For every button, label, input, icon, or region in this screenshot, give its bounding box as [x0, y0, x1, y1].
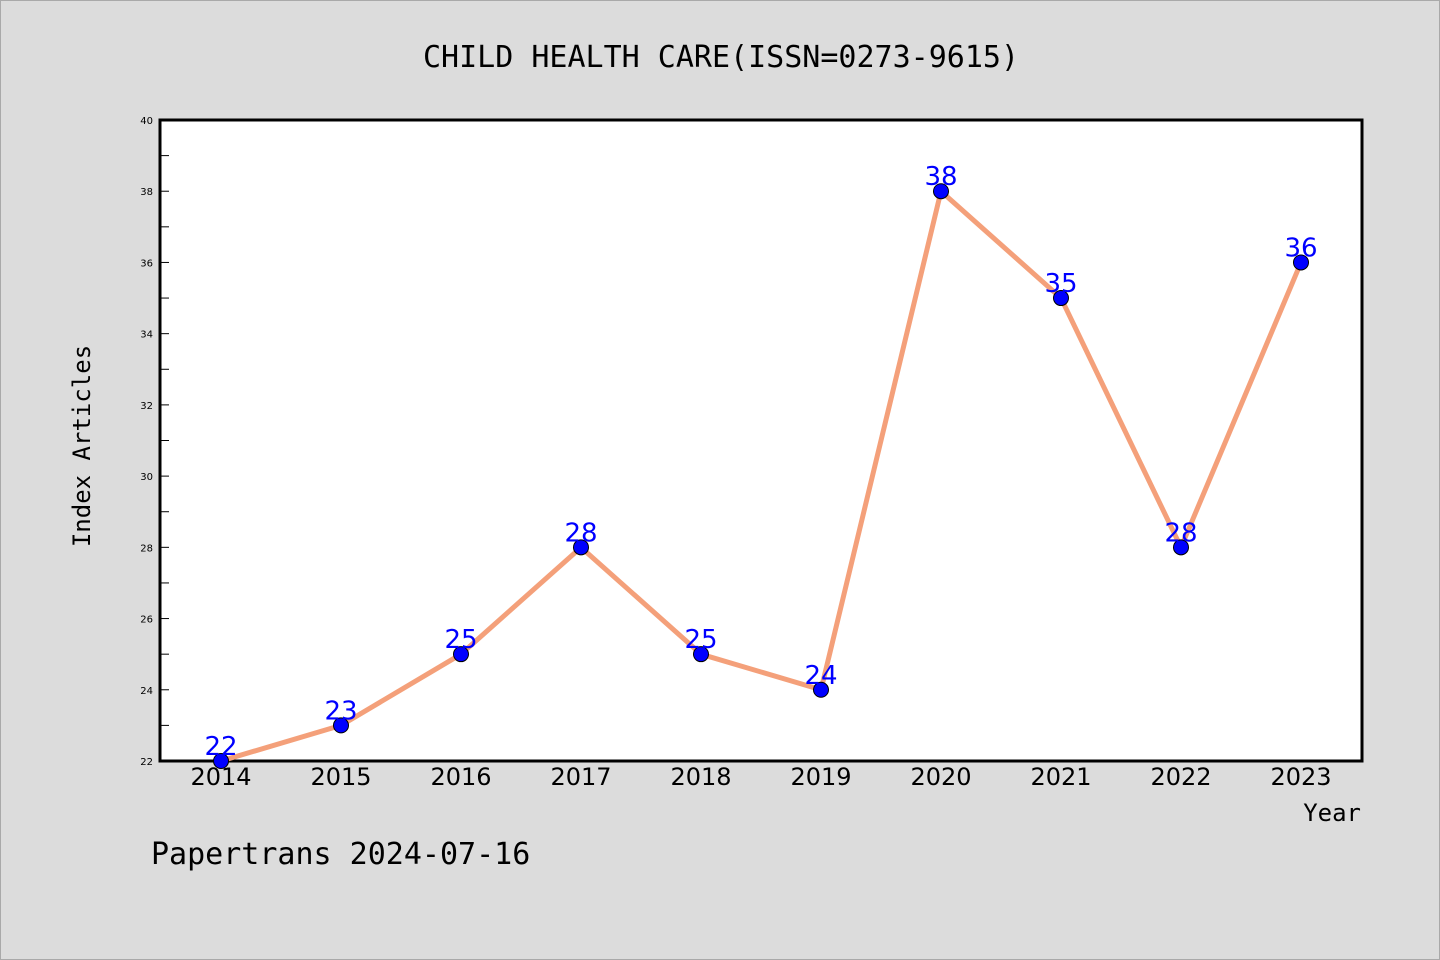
- plot-area: [158, 118, 1364, 763]
- x-tick-label: 2020: [910, 763, 971, 791]
- data-point: [1173, 539, 1189, 556]
- y-tick-label: 36: [140, 258, 153, 269]
- y-tick-label: 34: [140, 330, 153, 341]
- data-point: [213, 753, 229, 769]
- y-axis-label: Index Articles: [68, 345, 96, 547]
- data-label: 24: [804, 661, 837, 691]
- x-tick-label: 2022: [1150, 763, 1211, 791]
- chart-title: CHILD HEALTH CARE(ISSN=0273-9615): [423, 40, 1019, 75]
- y-tick-label: 32: [140, 401, 153, 412]
- data-point: [933, 183, 949, 200]
- data-point: [1293, 254, 1309, 271]
- x-tick-label: 2019: [790, 763, 851, 791]
- data-point: [813, 681, 829, 698]
- data-point: [1053, 290, 1069, 307]
- data-labels: 22 23 25 28 25 24 38 35 28 36: [204, 162, 1317, 762]
- y-tick-label: 38: [140, 187, 153, 198]
- data-label: 35: [1044, 269, 1077, 299]
- data-label: 36: [1284, 233, 1317, 263]
- x-tick-label: 2018: [670, 763, 731, 791]
- data-label: 23: [324, 696, 357, 726]
- x-axis: 2014 2015 2016 2017 2018 2019 2020 2021 2022 2023: [190, 763, 1331, 791]
- y-tick-label: 30: [140, 472, 153, 483]
- x-tick-label: 2017: [550, 763, 611, 791]
- data-label: 25: [444, 625, 477, 655]
- data-label: 22: [204, 732, 237, 762]
- x-tick-label: 2015: [310, 763, 371, 791]
- y-tick-label: 24: [140, 686, 153, 697]
- data-point: [573, 539, 589, 556]
- x-tick-label: 2021: [1030, 763, 1091, 791]
- y-tick-label: 26: [140, 615, 153, 626]
- x-tick-label: 2023: [1270, 763, 1331, 791]
- data-label: 28: [1164, 518, 1197, 548]
- series-markers: [213, 183, 1309, 769]
- data-label: 38: [924, 162, 957, 192]
- data-point: [693, 646, 709, 663]
- x-tick-label: 2016: [430, 763, 491, 791]
- x-axis-label: Year: [1303, 799, 1361, 827]
- data-label: 28: [564, 518, 597, 548]
- y-tick-label: 22: [140, 757, 153, 768]
- data-label: 25: [684, 625, 717, 655]
- y-tick-label: 40: [140, 116, 153, 127]
- y-axis: 22 24 26 28 30 32 34 36 38 40: [140, 116, 169, 768]
- series-line: [218, 188, 1304, 764]
- footer-text: Papertrans 2024-07-16: [151, 837, 530, 872]
- y-tick-label: 28: [140, 543, 153, 554]
- data-point: [453, 646, 469, 663]
- data-point: [333, 717, 349, 734]
